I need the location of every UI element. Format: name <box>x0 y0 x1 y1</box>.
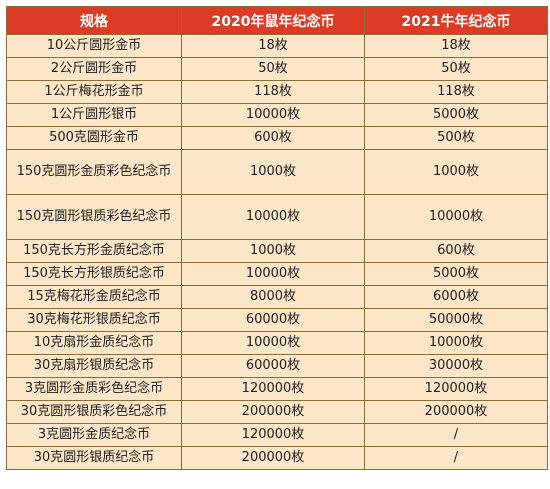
table-row: 150克圆形银质彩色纪念币 10000枚 10000枚 <box>6 194 548 240</box>
spec-cell: 1公斤圆形银币 <box>6 103 182 127</box>
header-row: 规格 2020年鼠年纪念币 2021牛年纪念币 <box>6 6 548 35</box>
table-row: 1公斤梅花形金币 118枚 118枚 <box>6 80 548 104</box>
spec-cell: 3克圆形金质彩色纪念币 <box>6 377 182 401</box>
spec-cell: 30克扇形银质纪念币 <box>6 354 182 378</box>
count-2020-cell: 120000枚 <box>181 377 365 401</box>
spec-cell: 150克长方形银质纪念币 <box>6 262 182 286</box>
spec-cell: 15克梅花形金质纪念币 <box>6 285 182 309</box>
count-2021-cell: 118枚 <box>364 80 548 104</box>
spec-cell: 150克圆形金质彩色纪念币 <box>6 149 182 195</box>
table-row: 150克圆形金质彩色纪念币 1000枚 1000枚 <box>6 149 548 195</box>
count-2020-cell: 600枚 <box>181 126 365 150</box>
count-2021-cell: / <box>364 446 548 470</box>
count-2021-cell: 5000枚 <box>364 262 548 286</box>
table-row: 500克圆形金币 600枚 500枚 <box>6 126 548 150</box>
count-2020-cell: 18枚 <box>181 34 365 58</box>
count-2021-cell: 30000枚 <box>364 354 548 378</box>
count-2020-cell: 200000枚 <box>181 400 365 424</box>
count-2020-cell: 1000枚 <box>181 239 365 263</box>
coin-spec-table: 规格 2020年鼠年纪念币 2021牛年纪念币 10公斤圆形金币 18枚 18枚… <box>6 6 548 470</box>
count-2021-cell: 6000枚 <box>364 285 548 309</box>
spec-cell: 150克圆形银质彩色纪念币 <box>6 194 182 240</box>
spec-cell: 1公斤梅花形金币 <box>6 80 182 104</box>
header-2020: 2020年鼠年纪念币 <box>181 6 365 35</box>
table-row: 15克梅花形金质纪念币 8000枚 6000枚 <box>6 285 548 309</box>
spec-cell: 30克圆形银质纪念币 <box>6 446 182 470</box>
table-row: 2公斤圆形金币 50枚 50枚 <box>6 57 548 81</box>
spec-cell: 30克圆形银质彩色纪念币 <box>6 400 182 424</box>
table-row: 30克扇形银质纪念币 60000枚 30000枚 <box>6 354 548 378</box>
table-row: 150克长方形银质纪念币 10000枚 5000枚 <box>6 262 548 286</box>
count-2020-cell: 120000枚 <box>181 423 365 447</box>
count-2021-cell: 5000枚 <box>364 103 548 127</box>
count-2020-cell: 10000枚 <box>181 194 365 240</box>
count-2021-cell: 1000枚 <box>364 149 548 195</box>
header-spec: 规格 <box>6 6 182 35</box>
table-row: 30克圆形银质纪念币 200000枚 / <box>6 446 548 470</box>
count-2020-cell: 50枚 <box>181 57 365 81</box>
table-row: 1公斤圆形银币 10000枚 5000枚 <box>6 103 548 127</box>
count-2020-cell: 200000枚 <box>181 446 365 470</box>
spec-cell: 10克扇形金质纪念币 <box>6 331 182 355</box>
count-2020-cell: 60000枚 <box>181 308 365 332</box>
table-row: 30克圆形银质彩色纪念币 200000枚 200000枚 <box>6 400 548 424</box>
spec-cell: 2公斤圆形金币 <box>6 57 182 81</box>
table-row: 10公斤圆形金币 18枚 18枚 <box>6 34 548 58</box>
count-2021-cell: 10000枚 <box>364 194 548 240</box>
count-2021-cell: / <box>364 423 548 447</box>
table-row: 3克圆形金质纪念币 120000枚 / <box>6 423 548 447</box>
table-row: 3克圆形金质彩色纪念币 120000枚 120000枚 <box>6 377 548 401</box>
count-2021-cell: 10000枚 <box>364 331 548 355</box>
spec-cell: 10公斤圆形金币 <box>6 34 182 58</box>
spec-cell: 30克梅花形银质纪念币 <box>6 308 182 332</box>
count-2021-cell: 50000枚 <box>364 308 548 332</box>
count-2021-cell: 50枚 <box>364 57 548 81</box>
count-2020-cell: 118枚 <box>181 80 365 104</box>
count-2021-cell: 18枚 <box>364 34 548 58</box>
count-2020-cell: 8000枚 <box>181 285 365 309</box>
count-2021-cell: 600枚 <box>364 239 548 263</box>
table-row: 150克长方形金质纪念币 1000枚 600枚 <box>6 239 548 263</box>
count-2020-cell: 1000枚 <box>181 149 365 195</box>
spec-cell: 500克圆形金币 <box>6 126 182 150</box>
header-2021: 2021牛年纪念币 <box>364 6 548 35</box>
count-2021-cell: 120000枚 <box>364 377 548 401</box>
count-2020-cell: 10000枚 <box>181 103 365 127</box>
count-2020-cell: 10000枚 <box>181 331 365 355</box>
spec-cell: 3克圆形金质纪念币 <box>6 423 182 447</box>
count-2020-cell: 10000枚 <box>181 262 365 286</box>
coin-table-container: 规格 2020年鼠年纪念币 2021牛年纪念币 10公斤圆形金币 18枚 18枚… <box>6 6 548 470</box>
count-2020-cell: 60000枚 <box>181 354 365 378</box>
spec-cell: 150克长方形金质纪念币 <box>6 239 182 263</box>
count-2021-cell: 200000枚 <box>364 400 548 424</box>
table-row: 30克梅花形银质纪念币 60000枚 50000枚 <box>6 308 548 332</box>
count-2021-cell: 500枚 <box>364 126 548 150</box>
table-row: 10克扇形金质纪念币 10000枚 10000枚 <box>6 331 548 355</box>
